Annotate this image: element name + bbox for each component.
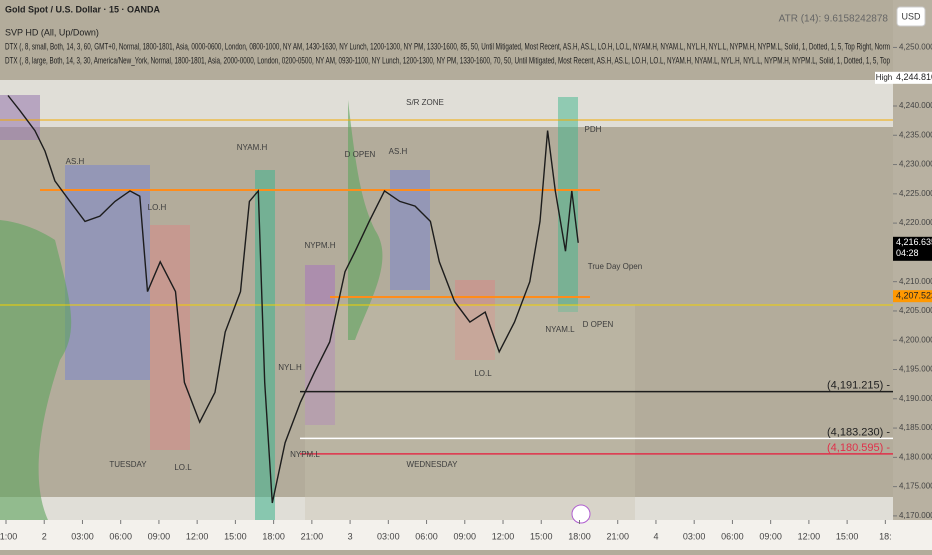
level-label: (4,183.230) - [827, 426, 890, 438]
price-tag-box [875, 71, 893, 84]
x-tick-label: 12:00 [186, 531, 209, 541]
price-label: 4,244.810 [896, 72, 932, 82]
x-tick-label: 4 [653, 531, 658, 541]
range-box [305, 305, 635, 520]
annotation: AS.H [66, 157, 85, 166]
x-tick-label: 09:00 [148, 531, 171, 541]
price-label: 4,216.635 [896, 237, 932, 247]
annotation: NYL.H [278, 363, 302, 372]
x-tick-label: 15:00 [530, 531, 553, 541]
price-label-box [893, 290, 932, 303]
x-tick-label: 15:00 [836, 531, 859, 541]
x-tick-label: 21:00 [301, 531, 324, 541]
currency-button[interactable] [896, 6, 926, 27]
x-tick-label: 3 [348, 531, 353, 541]
price-label: 4,207.523 [896, 291, 932, 301]
zone-bottom [0, 497, 893, 520]
y-tick-label: 4,175.000 [899, 482, 932, 491]
annotation: NYPM.L [290, 450, 320, 459]
annotation: AS.H [389, 147, 408, 156]
session-box [305, 265, 335, 425]
session-box [558, 97, 578, 312]
y-tick-label: 4,205.000 [899, 306, 932, 315]
annotation: NYAM.H [237, 143, 268, 152]
x-tick-label: 03:00 [71, 531, 94, 541]
price-label-box [893, 236, 932, 261]
level-label: (4,191.215) - [827, 380, 890, 392]
annotation: NYPM.H [304, 241, 335, 250]
indicator-label: SVP HD (All, Up/Down) [5, 27, 99, 37]
atr-label: ATR (14): 9.6158242878 [779, 14, 889, 25]
chart-title: Gold Spot / U.S. Dollar · 15 · OANDA [5, 4, 161, 14]
session-box [150, 225, 190, 450]
x-tick-label: 15:00 [224, 531, 247, 541]
x-tick-label: 03:00 [683, 531, 706, 541]
x-tick-label: 12:00 [492, 531, 515, 541]
y-tick-label: 4,230.000 [899, 160, 932, 169]
annotation: PDH [585, 125, 602, 134]
session-box [390, 170, 430, 290]
session-box [255, 170, 275, 520]
x-tick-label: 06:00 [721, 531, 744, 541]
price-label-box [893, 71, 932, 84]
y-tick-label: 4,250.000 [899, 43, 932, 52]
price-line [7, 95, 579, 504]
session-box [0, 95, 40, 140]
y-tick-label: 4,190.000 [899, 394, 932, 403]
y-tick-label: 4,170.000 [899, 511, 932, 520]
session-box [65, 165, 150, 380]
annotation: TUESDAY [109, 460, 147, 469]
x-tick-label: 03:00 [377, 531, 400, 541]
y-tick-label: 4,200.000 [899, 335, 932, 344]
x-tick-label: 2 [42, 531, 47, 541]
x-tick-label: 18:00 [262, 531, 285, 541]
annotation: LO.L [474, 369, 492, 378]
y-tick-label: 4,240.000 [899, 101, 932, 110]
currency-label[interactable]: USD [901, 11, 921, 21]
level-label: (4,180.595) - [827, 442, 890, 454]
indicator-label: DTX (, 8, small, Both, 14, 3, 60, GMT+0,… [5, 41, 890, 51]
y-tick-label: 4,225.000 [899, 189, 932, 198]
annotation: LO.L [174, 463, 192, 472]
x-tick-label: 21:00 [0, 531, 17, 541]
y-tick-label: 4,180.000 [899, 452, 932, 461]
annotation: WEDNESDAY [407, 460, 459, 469]
x-tick-label: 09:00 [759, 531, 782, 541]
countdown: 04:28 [896, 248, 919, 258]
x-tick-label: 21:00 [606, 531, 629, 541]
y-tick-label: 4,235.000 [899, 130, 932, 139]
x-tick-label: 06:00 [415, 531, 438, 541]
annotation: D OPEN [345, 150, 376, 159]
x-tick-label: 18:00 [568, 531, 591, 541]
annotation: LO.H [148, 203, 167, 212]
annotation: True Day Open [588, 262, 642, 271]
y-tick-label: 4,210.000 [899, 277, 932, 286]
volume-profile [0, 220, 72, 520]
sr-zone [0, 80, 893, 127]
x-tick-label: 18: [879, 531, 892, 541]
x-tick-label: 06:00 [109, 531, 132, 541]
price-tag: High [876, 73, 892, 82]
annotation: D OPEN [583, 320, 614, 329]
y-tick-label: 4,185.000 [899, 423, 932, 432]
annotation: NYAM.L [545, 325, 575, 334]
x-tick-label: 12:00 [798, 531, 821, 541]
x-tick-label: 09:00 [454, 531, 477, 541]
event-icon[interactable] [571, 504, 591, 524]
time-axis-bg [0, 520, 932, 550]
indicator-label: DTX (, 8, large, Both, 14, 3, 30, Americ… [5, 55, 890, 65]
volume-profile [348, 100, 383, 340]
y-tick-label: 4,220.000 [899, 218, 932, 227]
y-tick-label: 4,195.000 [899, 365, 932, 374]
annotation: S/R ZONE [406, 98, 444, 107]
